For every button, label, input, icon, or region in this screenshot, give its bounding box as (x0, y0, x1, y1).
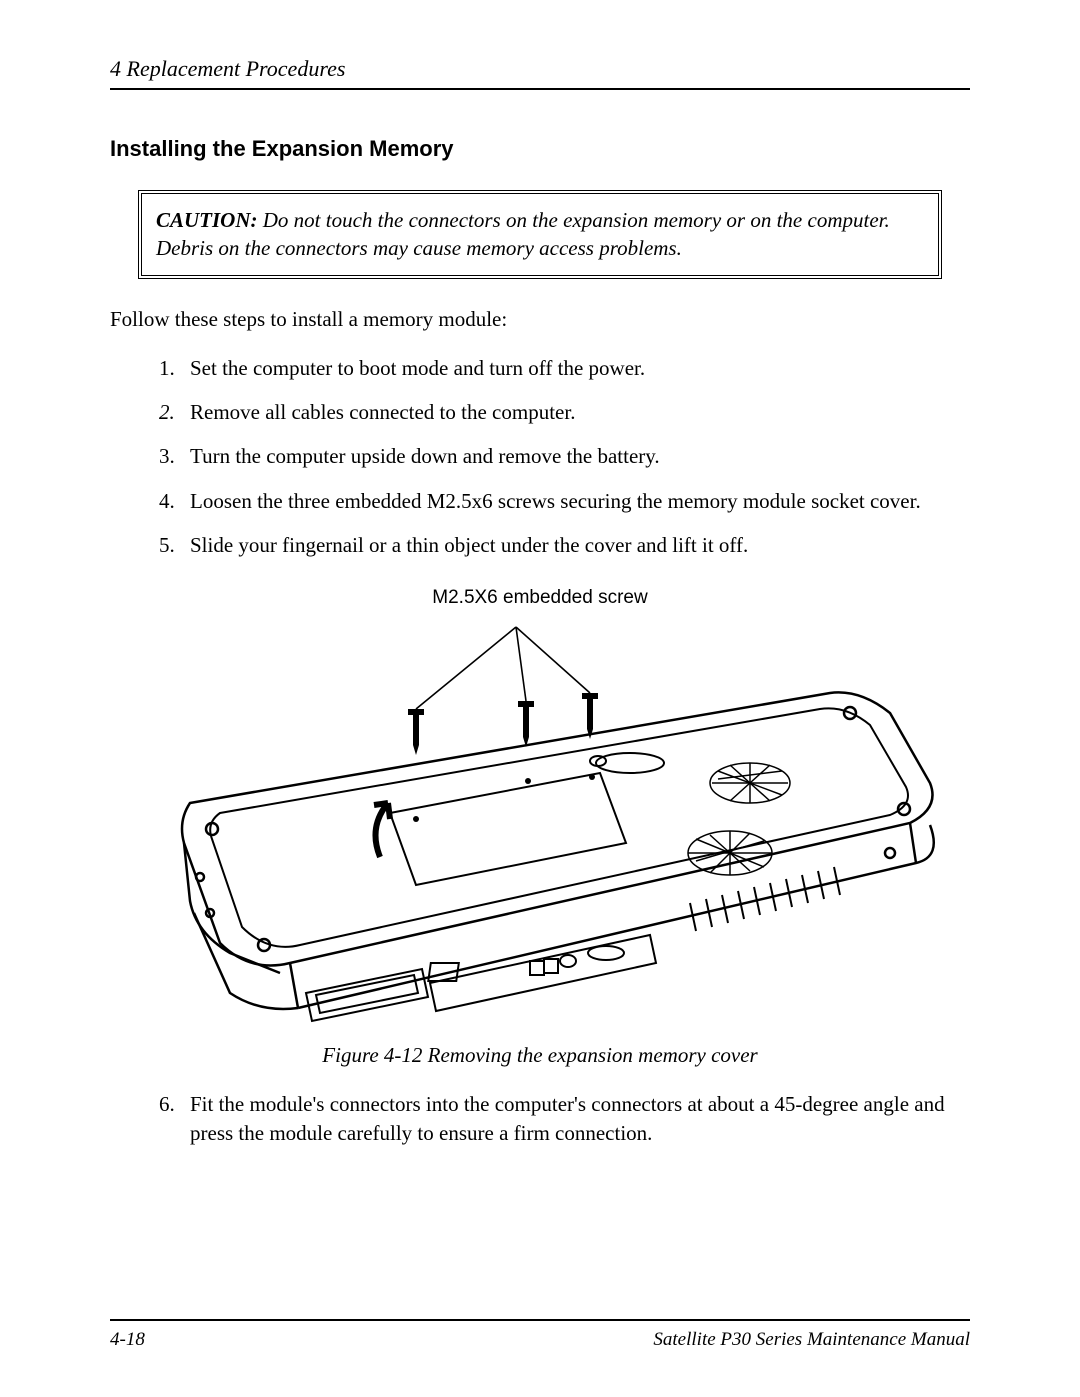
steps-list-b: Fit the module's connectors into the com… (110, 1090, 970, 1147)
page-number: 4-18 (110, 1329, 145, 1351)
caution-text: Do not touch the connectors on the expan… (156, 208, 890, 260)
figure-callout: M2.5X6 embedded screw (110, 587, 970, 609)
caution-box: CAUTION: Do not touch the connectors on … (138, 190, 942, 279)
page-header: 4 Replacement Procedures (110, 56, 970, 90)
step-3: Turn the computer upside down and remove… (180, 442, 970, 470)
step-6: Fit the module's connectors into the com… (180, 1090, 970, 1147)
section-title: Installing the Expansion Memory (110, 136, 970, 162)
figure-caption: Figure 4-12 Removing the expansion memor… (110, 1043, 970, 1068)
laptop-diagram (130, 613, 950, 1023)
page-footer: 4-18 Satellite P30 Series Maintenance Ma… (110, 1319, 970, 1351)
page: 4 Replacement Procedures Installing the … (0, 0, 1080, 1397)
step-5: Slide your fingernail or a thin object u… (180, 531, 970, 559)
chapter-title: 4 Replacement Procedures (110, 56, 345, 81)
caution-lead: CAUTION: (156, 208, 258, 232)
intro-text: Follow these steps to install a memory m… (110, 307, 970, 332)
step-4: Loosen the three embedded M2.5x6 screws … (180, 487, 970, 515)
manual-title: Satellite P30 Series Maintenance Manual (653, 1329, 970, 1351)
figure: M2.5X6 embedded screw (110, 587, 970, 1023)
step-1: Set the computer to boot mode and turn o… (180, 354, 970, 382)
steps-list-a: Set the computer to boot mode and turn o… (110, 354, 970, 560)
step-2: Remove all cables connected to the compu… (180, 398, 970, 426)
